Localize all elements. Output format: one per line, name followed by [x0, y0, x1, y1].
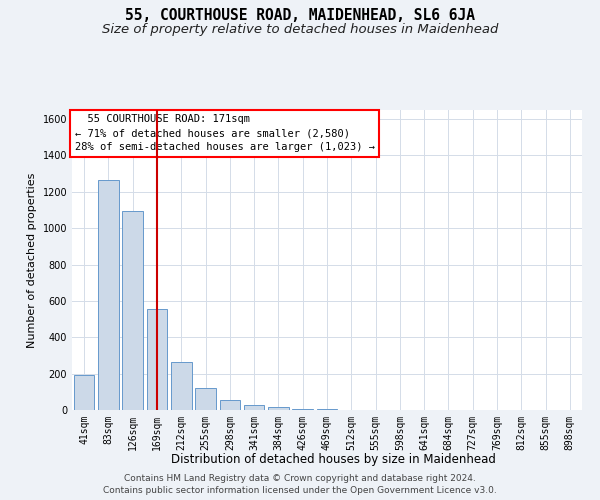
Text: 55 COURTHOUSE ROAD: 171sqm  
← 71% of detached houses are smaller (2,580)
28% of: 55 COURTHOUSE ROAD: 171sqm ← 71% of deta…	[74, 114, 374, 152]
Bar	[195, 388, 216, 410]
Y-axis label: Number of detached properties: Number of detached properties	[27, 172, 37, 348]
Bar	[317, 409, 337, 410]
Bar	[146, 308, 167, 410]
Text: Size of property relative to detached houses in Maidenhead: Size of property relative to detached ho…	[102, 22, 498, 36]
Bar	[244, 406, 265, 410]
Text: Contains HM Land Registry data © Crown copyright and database right 2024.
Contai: Contains HM Land Registry data © Crown c…	[103, 474, 497, 495]
Bar	[98, 180, 119, 410]
Bar	[268, 407, 289, 410]
Bar	[292, 408, 313, 410]
Text: 55, COURTHOUSE ROAD, MAIDENHEAD, SL6 6JA: 55, COURTHOUSE ROAD, MAIDENHEAD, SL6 6JA	[125, 8, 475, 22]
Bar	[171, 362, 191, 410]
Bar	[74, 375, 94, 410]
Bar	[122, 210, 143, 410]
Bar	[220, 400, 240, 410]
Text: Distribution of detached houses by size in Maidenhead: Distribution of detached houses by size …	[170, 452, 496, 466]
